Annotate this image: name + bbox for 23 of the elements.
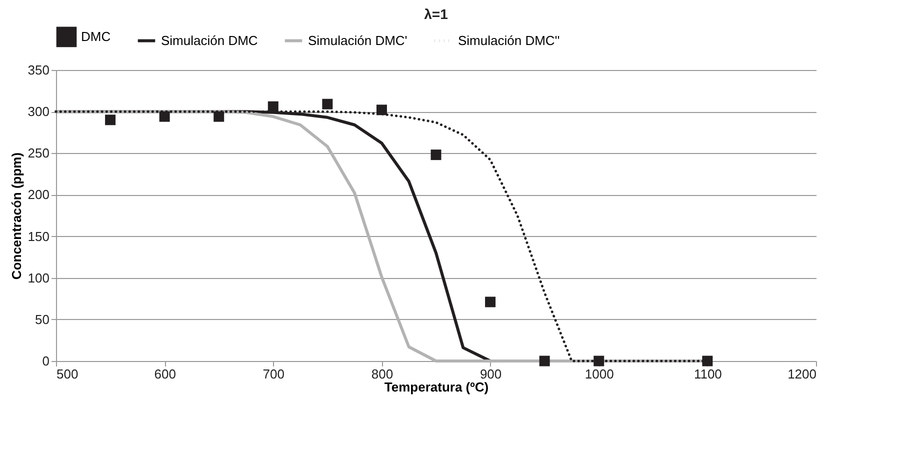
y-tick-label: 200 [28,187,50,202]
x-tick-label: 800 [371,366,394,382]
legend-label: Simulación DMC [161,32,258,48]
legend-label: DMC [81,28,111,44]
y-tick-label: 50 [35,312,50,327]
x-tick-label: 900 [480,366,502,382]
y-axis-title: Concentracón (ppm) [8,152,24,280]
x-tick-label: 1000 [584,366,614,382]
x-tick-label: 600 [154,366,176,382]
y-tick-label: 150 [28,228,50,244]
y-tick-label: 0 [42,354,50,368]
legend-label: Simulación DMC'' [458,32,560,48]
chart-title: λ=1 [424,6,448,22]
legend-label: Simulación DMC' [308,32,408,48]
x-tick-label: 1100 [694,366,722,382]
x-tick-label: 700 [262,366,284,382]
x-tick-label: 1200 [788,366,816,382]
y-tick-label: 350 [28,62,50,78]
x-axis-title: Temperatura (ºC) [384,380,489,394]
x-tick-label: 500 [56,366,78,382]
y-tick-label: 250 [28,146,50,161]
y-tick-label: 300 [28,104,50,120]
y-tick-label: 100 [28,270,50,286]
